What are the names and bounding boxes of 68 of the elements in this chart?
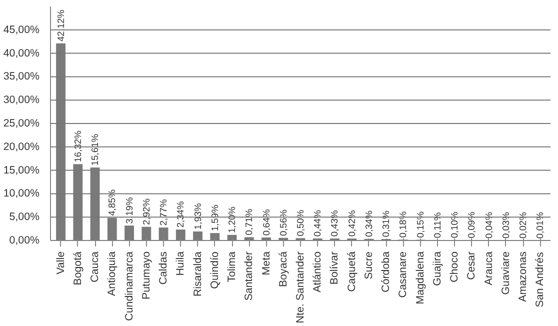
x-tick-label: Guaviare	[500, 251, 512, 295]
data-label: 0,09%	[466, 212, 477, 238]
data-label: 0,43%	[330, 210, 340, 237]
y-tick-label: 40,00%	[3, 47, 40, 60]
data-label: 0,04%	[484, 212, 494, 238]
y-tick-label: 20,00%	[3, 140, 40, 153]
x-tick-label: Cesar	[466, 251, 478, 280]
y-tick-label: 0,00%	[9, 234, 40, 246]
data-label: 0,42%	[346, 210, 357, 237]
y-tick-label: 35,00%	[3, 70, 40, 83]
data-label: 16,32%	[72, 130, 83, 162]
data-label: 0,44%	[312, 210, 323, 237]
data-label: 0,10%	[450, 212, 460, 238]
x-tick-label: Magdalena	[414, 251, 426, 304]
data-label: 3,19%	[124, 197, 134, 224]
x-tick-label: Putumayo	[140, 251, 152, 300]
data-label: 1,20%	[227, 206, 238, 234]
data-label: 0,71%	[244, 208, 254, 236]
x-tick-label: Valle	[54, 251, 67, 274]
x-tick-label: Huila	[174, 251, 187, 276]
x-tick-label: Santander	[243, 251, 256, 301]
data-label: 0,31%	[381, 210, 392, 238]
data-label: 0,03%	[500, 212, 511, 238]
data-label: 0,11%	[432, 212, 442, 238]
data-label: 42,12%	[56, 10, 66, 42]
data-label: 1,93%	[192, 203, 203, 230]
data-label: 2,77%	[158, 199, 169, 226]
x-tick-label: Atlántico	[312, 251, 324, 292]
data-label: 0,01%	[535, 212, 546, 239]
x-tick-label: Amazonas	[517, 251, 530, 302]
data-label: 0,56%	[278, 210, 288, 236]
x-tick-label: Quindío	[208, 251, 221, 289]
x-tick-label: Risaralda	[192, 251, 204, 297]
x-tick-label: Cundinamarca	[123, 251, 136, 321]
data-label: 0,34%	[364, 210, 374, 238]
y-tick-label: 15,00%	[3, 164, 40, 176]
y-tick-label: 25,00%	[3, 118, 40, 130]
x-tick-label: Bogotá	[72, 251, 84, 286]
x-tick-label: Cauca	[89, 251, 102, 282]
x-tick-label: Bolívar	[328, 251, 341, 285]
x-tick-label: Casanare	[397, 251, 410, 298]
data-label: 15,61%	[90, 134, 100, 166]
data-label: 2,92%	[141, 198, 152, 225]
data-label: 4,85%	[107, 189, 118, 216]
x-tick-label: Córdoba	[380, 251, 392, 292]
x-tick-label: Guajira	[431, 251, 444, 286]
data-label: 0,50%	[296, 210, 306, 236]
x-tick-label: Caldas	[158, 252, 170, 285]
data-label: 2,34%	[176, 201, 186, 228]
y-tick-label: 30,00%	[3, 94, 40, 106]
x-tick-label: Choco	[448, 251, 461, 282]
y-tick-label: 10,00%	[3, 188, 40, 200]
data-label: 0,15%	[415, 211, 426, 238]
data-label: 0,64%	[261, 209, 272, 236]
y-tick-label: 5,00%	[9, 211, 40, 224]
x-tick-label: San Andrés	[534, 252, 546, 308]
x-tick-label: Nte. Santander	[294, 251, 306, 324]
data-label: 0,02%	[518, 212, 528, 239]
data-label: 1,59%	[210, 204, 220, 232]
x-tick-label: Tolima	[226, 251, 238, 282]
x-tick-label: Sucre	[362, 251, 375, 280]
x-tick-label: Boyacá	[277, 251, 290, 288]
x-tick-label: Meta	[260, 251, 272, 276]
x-tick-label: Caquetá	[346, 251, 358, 292]
data-label: 0,18%	[398, 211, 408, 238]
y-tick-label: 45,00%	[3, 24, 40, 36]
x-tick-label: Antioquia	[106, 251, 118, 296]
x-tick-label: Arauca	[482, 251, 495, 286]
